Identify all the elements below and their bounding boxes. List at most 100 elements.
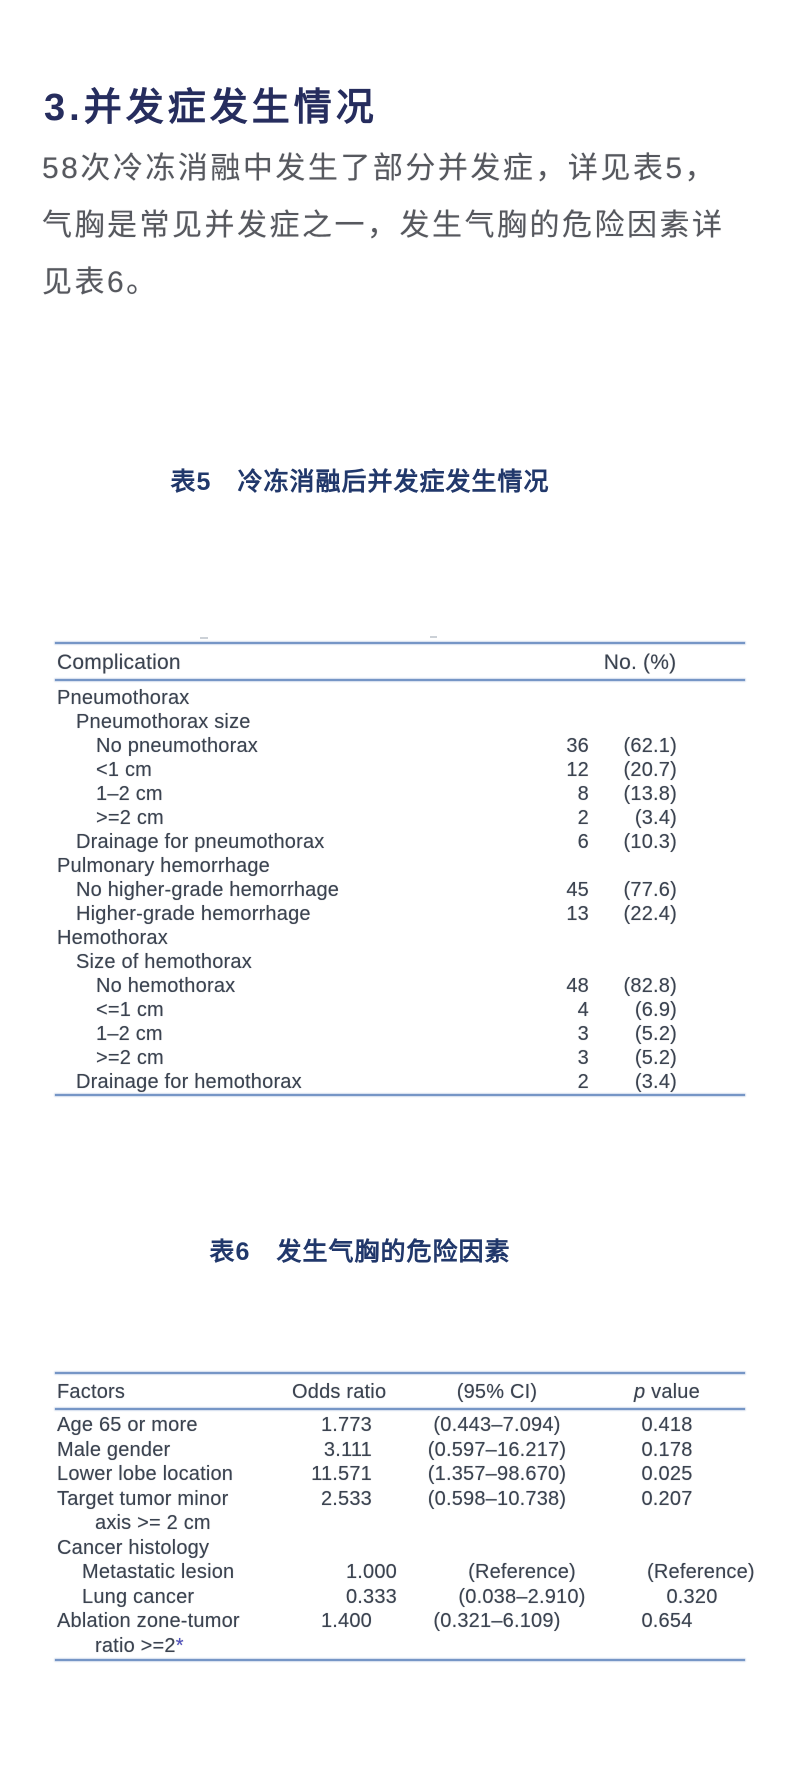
- confidence-interval-value: (0.443–7.094): [433, 1414, 561, 1436]
- body-paragraph: 58次冷冻消融中发生了部分并发症，详见表5， 气胸是常见并发症之一，发生气胸的危险…: [42, 140, 782, 311]
- table-row: Drainage for hemothorax 2 (3.4): [55, 1070, 745, 1094]
- count-value: 4: [577, 999, 589, 1021]
- table-row: Drainage for pneumothorax 6 (10.3): [55, 830, 745, 854]
- complication-label: No hemothorax: [96, 975, 236, 997]
- table-row: Target tumor minor 2.533 (0.598–10.738) 0.2…: [55, 1487, 745, 1512]
- confidence-interval-value: (0.598–10.738): [427, 1487, 567, 1510]
- table-row: Age 65 or more 1.773 (0.443–7.094) 0.418: [55, 1413, 745, 1438]
- percent-value: (3.4): [634, 1071, 677, 1093]
- table6: Factors Odds ratio (95% CI) p value Age …: [55, 1372, 755, 1663]
- factor-label: Age 65 or more: [57, 1414, 198, 1436]
- table5-header-no-pct: No. (%): [603, 651, 677, 674]
- count-value: 36: [566, 735, 589, 757]
- table-row: >=2 cm 3 (5.2): [55, 1046, 745, 1070]
- complication-label: Higher-grade hemorrhage: [76, 903, 311, 925]
- count-value: 6: [577, 831, 589, 853]
- count-value: 45: [566, 879, 589, 901]
- table-row: Metastatic lesion 1.000 (Reference) (Refere…: [55, 1560, 755, 1585]
- table-row: axis >= 2 cm: [55, 1511, 745, 1536]
- percent-value: (13.8): [623, 783, 677, 805]
- table5-header-complication: Complication: [57, 651, 181, 674]
- p-value: 0.418: [641, 1414, 693, 1436]
- p-value-rest: value: [645, 1381, 700, 1403]
- table-row: <1 cm 12 (20.7): [55, 758, 745, 782]
- count-value: 2: [577, 1071, 589, 1093]
- confidence-interval-value: (Reference): [468, 1561, 576, 1583]
- table-row: Higher-grade hemorrhage 13 (22.4): [55, 902, 745, 926]
- table-row: Male gender 3.111 (0.597–16.217) 0.178: [55, 1438, 745, 1463]
- percent-value: (5.2): [634, 1023, 677, 1045]
- table5-header-border: [55, 679, 745, 681]
- count-value: 48: [566, 975, 589, 997]
- count-value: 13: [566, 903, 589, 925]
- complication-label: Size of hemothorax: [76, 951, 252, 973]
- percent-value: (82.8): [623, 975, 677, 997]
- p-value: 0.207: [641, 1487, 693, 1510]
- complication-label: >=2 cm: [96, 1047, 164, 1069]
- confidence-interval-value: (0.597–16.217): [427, 1438, 567, 1461]
- table-row: Pneumothorax size: [55, 710, 745, 734]
- factor-label: Target tumor minor: [57, 1487, 229, 1510]
- table-row: Pneumothorax: [55, 686, 745, 710]
- complication-label: Drainage for pneumothorax: [76, 831, 325, 853]
- complication-label: <=1 cm: [96, 999, 164, 1021]
- table6-body: Age 65 or more 1.773 (0.443–7.094) 0.418 Mal…: [55, 1413, 755, 1658]
- p-value: (Reference): [647, 1561, 755, 1583]
- odds-ratio-value: 0.333: [345, 1585, 397, 1608]
- complication-label: Pulmonary hemorrhage: [57, 855, 270, 877]
- complication-label: <1 cm: [96, 759, 153, 781]
- percent-value: (6.9): [634, 999, 677, 1021]
- odds-ratio-value: 1.773: [320, 1414, 372, 1436]
- table-row: No pneumothorax 36 (62.1): [55, 734, 745, 758]
- table6-header-row: Factors Odds ratio (95% CI) p value: [55, 1381, 745, 1403]
- complication-label: No higher-grade hemorrhage: [76, 879, 340, 901]
- count-value: 8: [577, 783, 589, 805]
- factor-label: Lower lobe location: [57, 1463, 234, 1485]
- p-value: 0.654: [641, 1610, 693, 1632]
- percent-value: (62.1): [623, 735, 677, 757]
- factor-label: Cancer histology: [57, 1536, 210, 1559]
- confidence-interval-value: (0.038–2.910): [458, 1585, 586, 1608]
- complication-label: Pneumothorax: [57, 687, 190, 709]
- factor-label: ratio >=2*: [95, 1634, 184, 1657]
- confidence-interval-value: (1.357–98.670): [427, 1463, 567, 1485]
- paragraph-line: 见表6。: [42, 266, 159, 299]
- table-row: No higher-grade hemorrhage 45 (77.6): [55, 878, 745, 902]
- odds-ratio-value: 2.533: [320, 1487, 372, 1510]
- table6-header-factors: Factors: [57, 1381, 126, 1403]
- complication-label: Pneumothorax size: [76, 711, 251, 733]
- count-value: 2: [577, 807, 589, 829]
- odds-ratio-value: 1.000: [345, 1561, 397, 1583]
- paragraph-line: 58次冷冻消融中发生了部分并发症，详见表5，: [42, 152, 718, 185]
- table6-bottom-border: [55, 1659, 745, 1661]
- factor-label: Male gender: [57, 1438, 171, 1461]
- table-row: 1–2 cm 8 (13.8): [55, 782, 745, 806]
- complication-label: No pneumothorax: [96, 735, 258, 757]
- table-row: Cancer histology: [55, 1536, 745, 1561]
- percent-value: (77.6): [623, 879, 677, 901]
- complication-label: 1–2 cm: [96, 783, 163, 805]
- confidence-interval-value: (0.321–6.109): [433, 1610, 561, 1632]
- table6-header-odds-ratio: Odds ratio: [292, 1381, 387, 1403]
- table-row: Pulmonary hemorrhage: [55, 854, 745, 878]
- table-row: Lung cancer 0.333 (0.038–2.910) 0.320: [55, 1585, 745, 1610]
- p-value: 0.320: [666, 1585, 718, 1608]
- table-row: 1–2 cm 3 (5.2): [55, 1022, 745, 1046]
- table-row: Lower lobe location 11.571 (1.357–98.670) 0…: [55, 1462, 745, 1487]
- p-value: 0.178: [641, 1438, 693, 1461]
- table6-header-95ci: (95% CI): [456, 1381, 538, 1403]
- odds-ratio-value: 1.400: [320, 1610, 372, 1632]
- table-row: Size of hemothorax: [55, 950, 745, 974]
- table5-title: 表5 冷冻消融后并发症发生情况: [170, 468, 550, 496]
- percent-value: (22.4): [623, 903, 677, 925]
- scan-artifact: [430, 636, 437, 638]
- paragraph-line: 气胸是常见并发症之一，发生气胸的危险因素详: [42, 209, 725, 242]
- count-value: 3: [577, 1023, 589, 1045]
- complication-label: >=2 cm: [96, 807, 164, 829]
- percent-value: (3.4): [634, 807, 677, 829]
- factor-label: axis >= 2 cm: [95, 1512, 211, 1534]
- table5-top-border: [55, 636, 745, 644]
- factor-label: Metastatic lesion: [82, 1561, 235, 1583]
- table-row: >=2 cm 2 (3.4): [55, 806, 745, 830]
